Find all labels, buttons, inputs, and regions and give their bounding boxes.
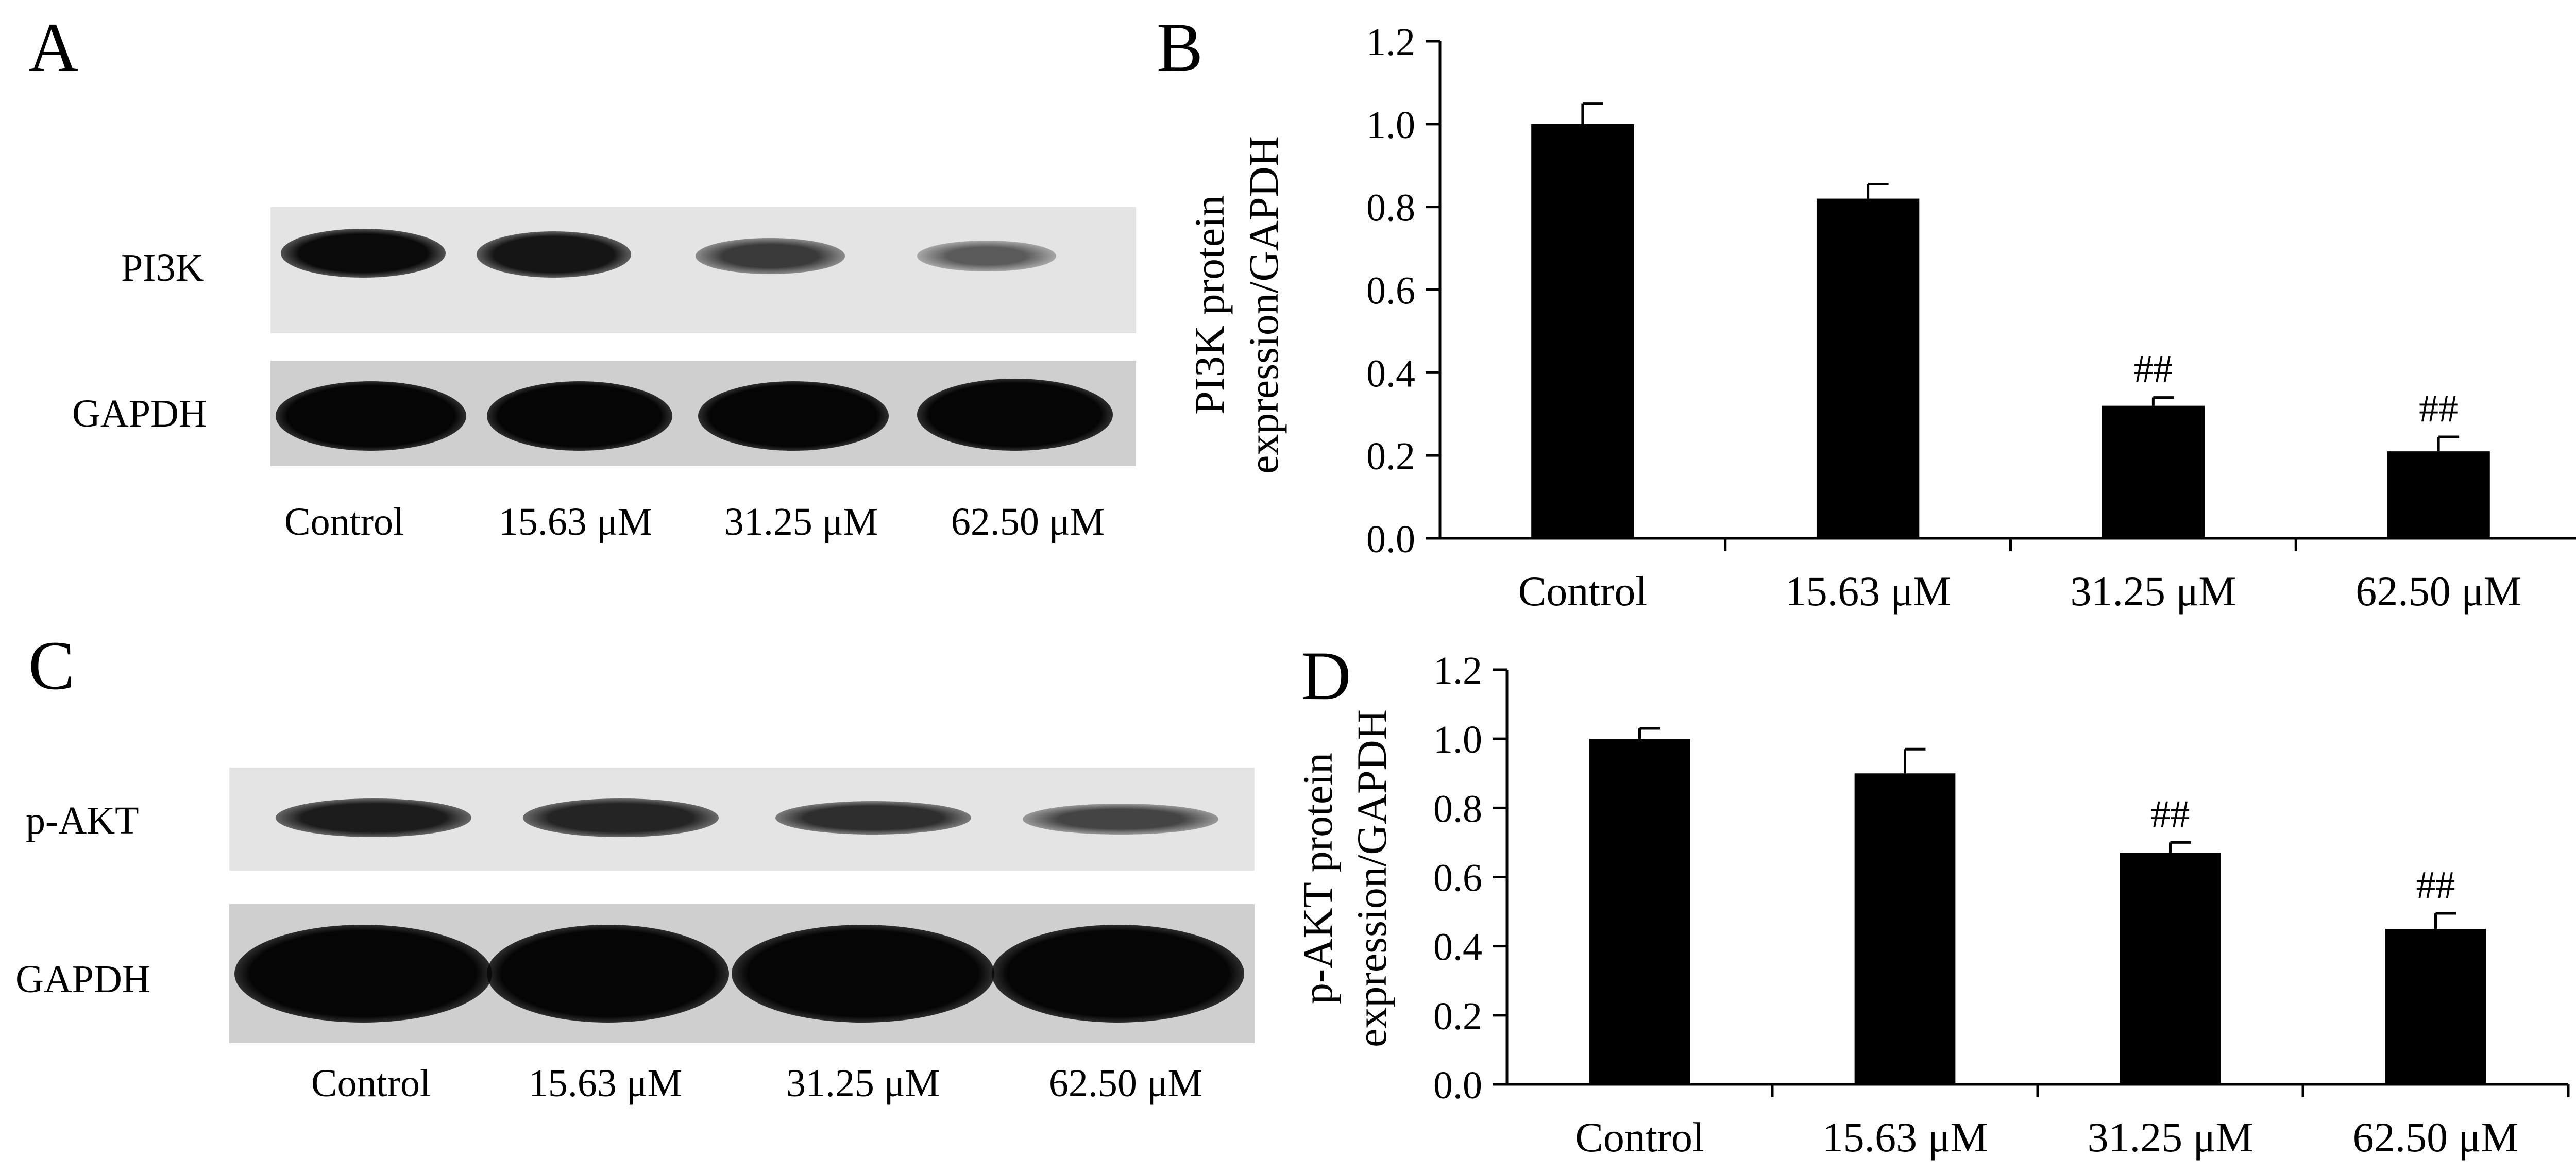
y-tick-label: 1.0	[1433, 718, 1482, 761]
y-axis-title-line: p-AKT protein	[1294, 753, 1341, 1004]
y-tick-label: 0.0	[1366, 518, 1415, 561]
panel-letter-a: A	[28, 9, 79, 86]
x-tick-label: 62.50 μM	[2353, 1114, 2519, 1161]
lane-label: 31.25 μM	[786, 1062, 940, 1105]
significance-label: ##	[2416, 863, 2455, 907]
blot-strip-gapdh	[229, 904, 1255, 1043]
lane-label: 15.63 μM	[498, 500, 653, 543]
lane-label: 31.25 μM	[724, 500, 878, 543]
bar	[1531, 124, 1634, 539]
lane-label: 15.63 μM	[528, 1062, 683, 1105]
band	[487, 381, 672, 451]
bar	[2387, 451, 2490, 538]
y-axis-title: PI3K protein expression/GAPDH	[1186, 136, 1287, 474]
bar	[1816, 198, 1920, 538]
band	[732, 925, 994, 1023]
significance-label: ##	[2133, 348, 2173, 391]
x-tick-label: 62.50 μM	[2355, 568, 2521, 615]
y-tick-label: 0.8	[1366, 186, 1415, 230]
band	[523, 798, 719, 837]
band	[992, 925, 1244, 1023]
lane-label: 62.50 μM	[1048, 1062, 1203, 1105]
y-tick-label: 1.2	[1366, 21, 1415, 64]
y-axis-title-line: expression/GAPDH	[1240, 136, 1287, 474]
blot-label-gapdh: GAPDH	[15, 958, 150, 1001]
bar	[2120, 853, 2221, 1084]
y-tick-label: 0.2	[1433, 995, 1482, 1038]
blot-strip-gapdh	[270, 361, 1136, 466]
y-tick-label: 0.8	[1433, 787, 1482, 830]
x-tick-label: Control	[1518, 568, 1648, 615]
lane-label: Control	[311, 1062, 431, 1105]
y-axis-title-line: PI3K protein	[1186, 195, 1233, 415]
panel-letter-c: C	[28, 627, 75, 704]
bar	[1589, 739, 1690, 1084]
band	[696, 238, 845, 274]
blot-label-p-akt: p-AKT	[26, 799, 139, 842]
x-tick-label: Control	[1575, 1114, 1704, 1161]
band	[281, 229, 446, 278]
y-tick-label: 0.4	[1366, 352, 1415, 395]
significance-label: ##	[2419, 387, 2458, 430]
band	[276, 381, 466, 451]
band	[1023, 804, 1218, 835]
bar	[1854, 773, 1956, 1084]
band	[698, 381, 889, 451]
band	[487, 925, 729, 1023]
x-tick-label: 31.25 μM	[2088, 1114, 2253, 1161]
x-tick-label: 31.25 μM	[2070, 568, 2236, 615]
panel-letter-d: D	[1301, 638, 1351, 715]
x-tick-label: 15.63 μM	[1822, 1114, 1988, 1161]
significance-label: ##	[2151, 792, 2190, 836]
blot-strip-pi3k	[270, 207, 1136, 333]
y-axis-title-line: expression/GAPDH	[1348, 709, 1395, 1047]
bar	[2102, 405, 2205, 538]
panel-letter-b: B	[1157, 9, 1204, 86]
band	[917, 379, 1113, 451]
band	[234, 925, 492, 1023]
band	[276, 798, 471, 837]
band	[477, 231, 631, 278]
lane-label: 62.50 μM	[951, 500, 1105, 543]
y-tick-label: 1.2	[1433, 649, 1482, 692]
band	[917, 241, 1056, 271]
blot-label-gapdh: GAPDH	[72, 392, 207, 435]
y-tick-label: 0.6	[1433, 857, 1482, 900]
bar	[2385, 929, 2486, 1084]
y-tick-label: 0.4	[1433, 926, 1482, 969]
y-tick-label: 0.2	[1366, 435, 1415, 478]
y-tick-label: 1.0	[1366, 104, 1415, 147]
lane-label: Control	[284, 500, 404, 543]
blot-label-pi3k: PI3K	[121, 246, 204, 290]
y-axis-title: p-AKT protein expression/GAPDH	[1294, 709, 1395, 1047]
y-tick-label: 0.6	[1366, 269, 1415, 313]
y-tick-label: 0.0	[1433, 1064, 1482, 1107]
blot-strip-p-akt	[229, 768, 1255, 871]
band	[775, 801, 971, 835]
x-tick-label: 15.63 μM	[1785, 568, 1951, 615]
